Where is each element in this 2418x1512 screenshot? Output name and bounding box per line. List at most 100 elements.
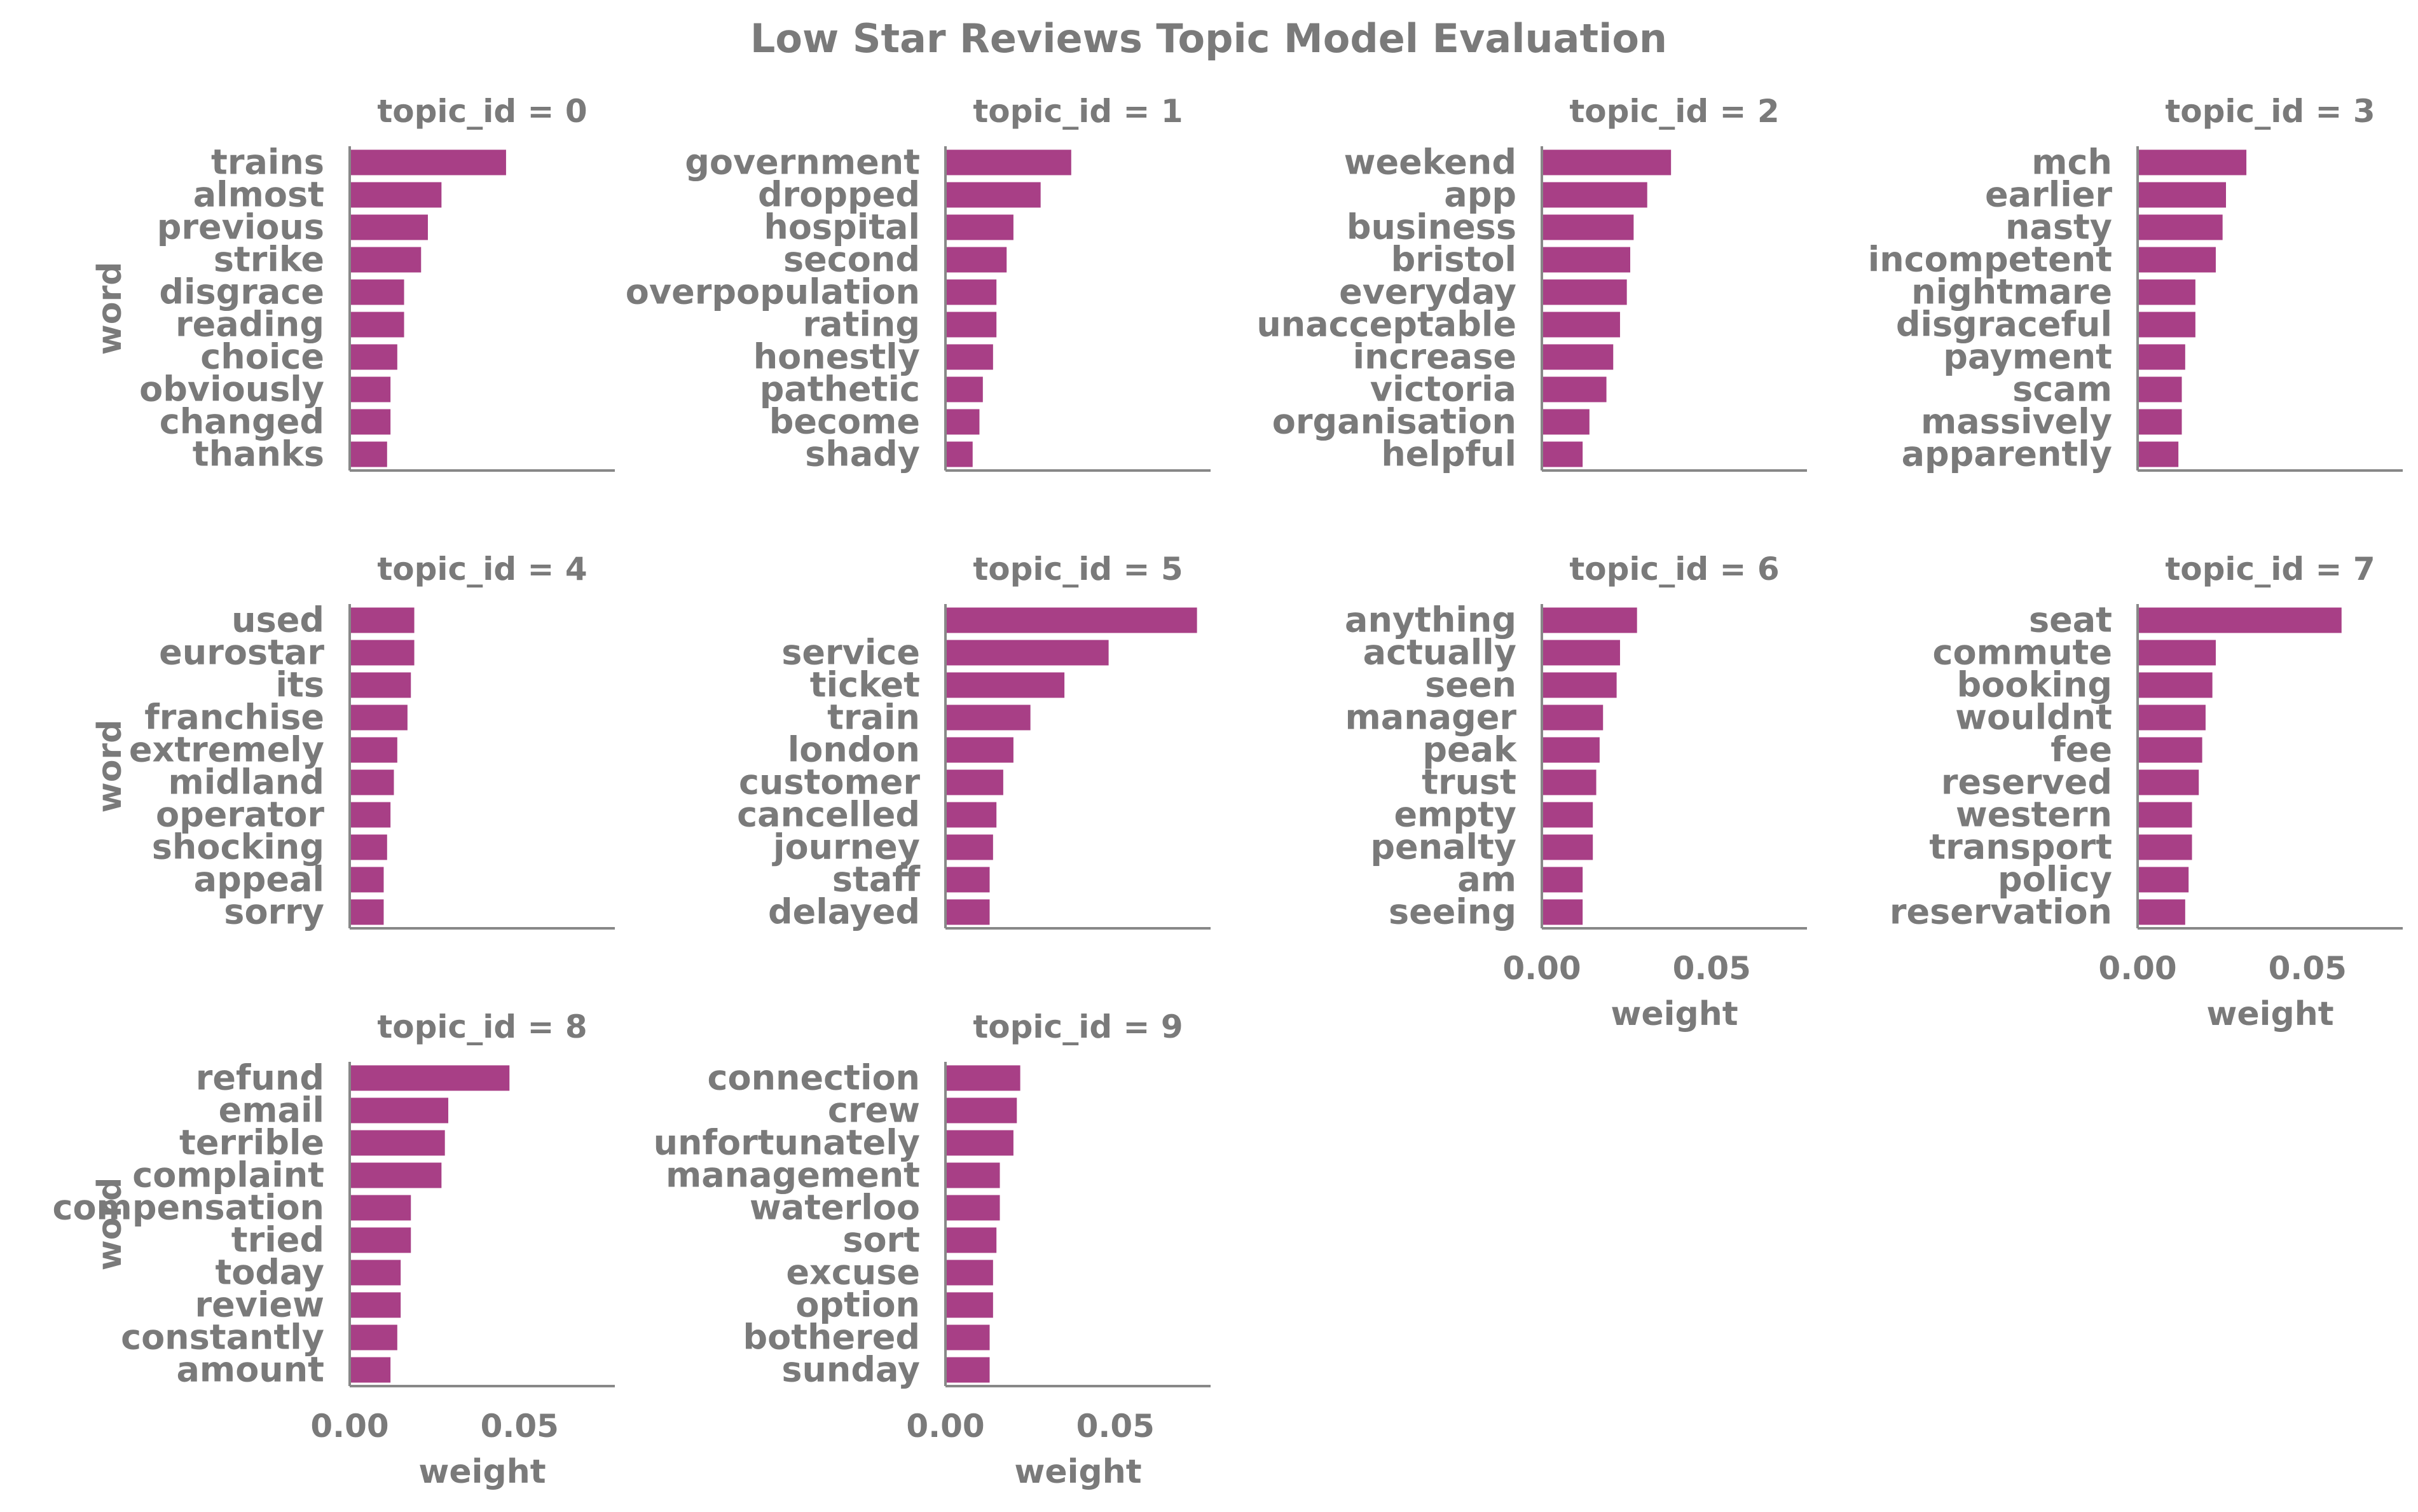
word-tick-label: compensation	[52, 1188, 324, 1228]
word-tick-label: delayed	[768, 892, 920, 932]
bar-waterloo	[945, 1195, 1000, 1221]
bar-used	[350, 607, 415, 633]
bar-payment	[2138, 344, 2185, 370]
word-tick-label: dropped	[758, 175, 920, 215]
bar-overpopulation	[945, 279, 997, 305]
bar-eurostar	[350, 640, 415, 666]
bar-sort	[945, 1227, 997, 1253]
facet-topic-5: topic_id = 5 servicetickettrainlondoncust…	[737, 551, 1211, 932]
x-axis-label: weight	[1014, 1453, 1141, 1491]
bar-disgrace	[350, 279, 404, 305]
bar-email	[350, 1097, 449, 1124]
bar-delayed	[945, 899, 990, 925]
word-tick-label: increase	[1353, 337, 1516, 377]
word-tick-label: seen	[1425, 665, 1516, 705]
word-tick-label: option	[795, 1285, 920, 1325]
bar-strike	[350, 247, 422, 273]
bar-sunday	[945, 1357, 990, 1383]
bar-almost	[350, 182, 442, 208]
word-tick-label: reserved	[1941, 762, 2112, 802]
bar-ticket	[945, 672, 1065, 698]
bar-midland	[350, 769, 394, 795]
word-tick-label: tried	[231, 1220, 324, 1260]
bar-bristol	[1542, 247, 1630, 273]
bar-increase	[1542, 344, 1614, 370]
word-tick-label: ticket	[810, 665, 920, 705]
facet-title: topic_id = 0	[377, 93, 587, 130]
bar-crew	[945, 1097, 1017, 1124]
bar-complaint	[350, 1162, 442, 1188]
bar-organisation	[1542, 409, 1590, 435]
word-tick-label: reservation	[1890, 892, 2112, 932]
bar-extremely	[350, 737, 397, 763]
word-tick-label: manager	[1345, 698, 1517, 738]
bar-nasty	[2138, 214, 2223, 240]
facet-topic-6: topic_id = 6anythingactuallyseenmanagerp…	[1345, 551, 1807, 1033]
word-tick-label: mch	[2031, 142, 2112, 182]
bar-disgraceful	[2138, 312, 2195, 338]
bar-manager	[1542, 704, 1604, 731]
word-tick-label: empty	[1394, 795, 1516, 835]
bar-refund	[350, 1065, 510, 1091]
word-tick-label: changed	[160, 402, 324, 442]
bar-sorry	[350, 899, 384, 925]
facet-title: topic_id = 4	[377, 551, 587, 588]
word-tick-label: pathetic	[760, 369, 920, 409]
bar-business	[1542, 214, 1634, 240]
word-tick-label: excuse	[786, 1253, 920, 1293]
facet-title: topic_id = 5	[973, 551, 1183, 588]
y-axis-label: word	[91, 1178, 129, 1271]
bar-today	[350, 1260, 401, 1286]
bar-compensation	[350, 1195, 411, 1221]
word-tick-label: payment	[1943, 337, 2112, 377]
bar-service	[945, 640, 1109, 666]
bar-helpful	[1542, 441, 1583, 467]
bar-transport	[2138, 834, 2192, 860]
word-tick-label: government	[685, 142, 920, 182]
word-tick-label: review	[195, 1285, 324, 1325]
word-tick-label: unacceptable	[1256, 305, 1516, 345]
word-tick-label: midland	[168, 762, 324, 802]
word-tick-label: thanks	[193, 434, 324, 474]
word-tick-label: become	[769, 402, 920, 442]
bar-mch	[2138, 149, 2247, 175]
x-tick-label: 0.00	[310, 1408, 388, 1445]
word-tick-label: waterloo	[750, 1188, 920, 1228]
word-tick-label: victoria	[1370, 369, 1516, 409]
bar-commute	[2138, 640, 2216, 666]
bar-victoria	[1542, 376, 1607, 402]
bar-train	[945, 704, 1031, 731]
word-tick-label: complaint	[132, 1155, 324, 1195]
bar-actually	[1542, 640, 1620, 666]
word-tick-label: peak	[1422, 730, 1517, 770]
y-axis-label: word	[91, 262, 129, 355]
bar-hospital	[945, 214, 1013, 240]
bar-become	[945, 409, 980, 435]
word-tick-label: sorry	[224, 892, 324, 932]
word-tick-label: hospital	[764, 207, 920, 247]
bar-policy	[2138, 867, 2189, 893]
word-tick-label: second	[783, 240, 920, 280]
word-tick-label: nightmare	[1911, 272, 2112, 312]
bar-shady	[945, 441, 973, 467]
bar-amount	[350, 1357, 391, 1383]
bar-fee	[2138, 737, 2202, 763]
bar-reservation	[2138, 899, 2185, 925]
word-tick-label: extremely	[129, 730, 324, 770]
bar-honestly	[945, 344, 993, 370]
bar-cancelled	[945, 802, 997, 828]
word-tick-label: overpopulation	[626, 272, 920, 312]
bar-shocking	[350, 834, 387, 860]
facet-topic-3: topic_id = 3 mchearliernastyincompetentni…	[1868, 93, 2403, 474]
word-tick-label: choice	[200, 337, 324, 377]
word-tick-label: shocking	[152, 827, 324, 867]
word-tick-label: business	[1347, 207, 1516, 247]
bar-seat	[2138, 607, 2342, 633]
word-tick-label: franchise	[144, 698, 324, 738]
x-tick-label: 0.00	[2098, 950, 2176, 987]
bar-earlier	[2138, 182, 2226, 208]
y-axis-label: word	[91, 720, 129, 813]
facet-title: topic_id = 2	[1569, 93, 1779, 130]
facet-title: topic_id = 9	[973, 1008, 1183, 1045]
word-tick-label: weekend	[1344, 142, 1516, 182]
